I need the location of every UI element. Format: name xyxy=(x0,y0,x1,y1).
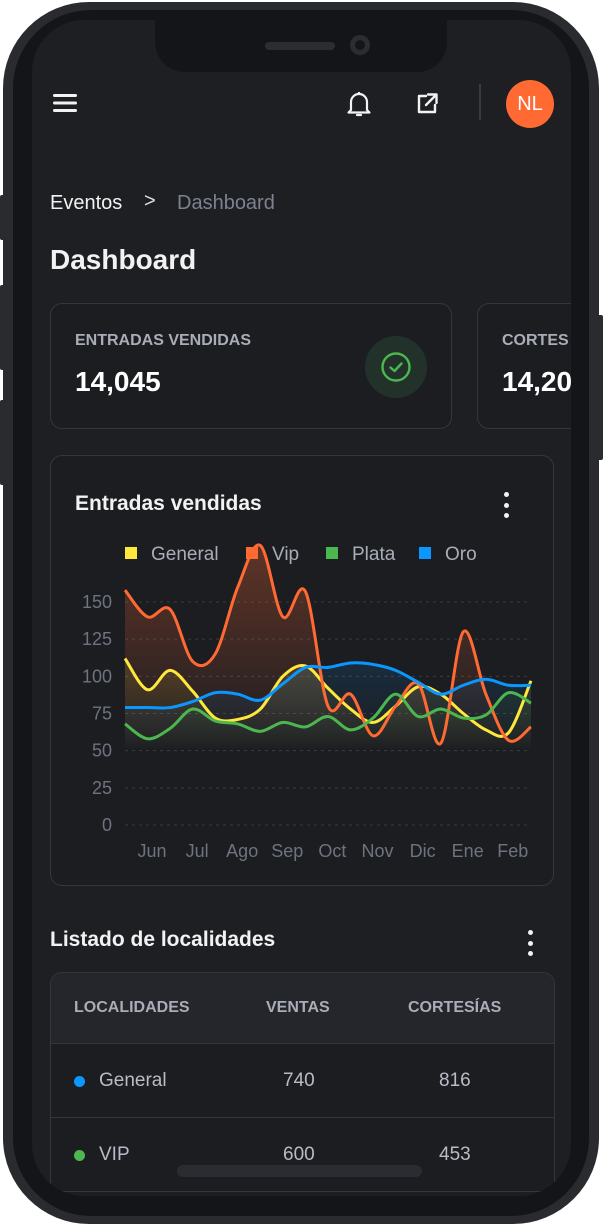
ventas-value: 740 xyxy=(283,1070,315,1091)
status-dot xyxy=(74,1150,85,1161)
page-title: Dashboard xyxy=(50,244,197,275)
home-indicator[interactable] xyxy=(177,1165,422,1177)
column-header-cortesias[interactable]: CORTESÍAS xyxy=(408,999,502,1016)
x-tick-label: Feb xyxy=(497,841,528,861)
breadcrumb-current: Dashboard xyxy=(177,192,275,214)
y-tick-label: 25 xyxy=(92,778,112,798)
series-line-vip[interactable] xyxy=(123,543,532,746)
legend-swatch xyxy=(125,547,137,559)
ventas-value: 600 xyxy=(283,1144,315,1165)
hamburger-menu-icon[interactable] xyxy=(50,88,80,118)
column-header-ventas[interactable]: VENTAS xyxy=(266,999,330,1016)
bell-icon[interactable] xyxy=(343,88,375,120)
y-tick-label: 50 xyxy=(92,741,112,761)
x-tick-label: Oct xyxy=(318,841,346,861)
locations-title: Listado de localidades xyxy=(50,928,276,951)
table-row[interactable]: General 740 816 xyxy=(51,1044,554,1118)
legend-label-plata[interactable]: Plata xyxy=(352,544,396,565)
y-tick-label: 125 xyxy=(82,629,112,649)
mute-switch xyxy=(0,195,6,240)
location-name: General xyxy=(99,1070,167,1091)
status-dot xyxy=(74,1076,85,1087)
series-line-oro[interactable] xyxy=(125,661,532,710)
cortesias-value: 453 xyxy=(439,1144,471,1165)
x-tick-label: Sep xyxy=(271,841,303,861)
legend-swatch xyxy=(246,547,258,559)
app-screen: NL Eventos > Dashboard Dashboard ENTRADA… xyxy=(32,20,571,1196)
breadcrumb-eventos[interactable]: Eventos xyxy=(50,192,123,214)
legend-label-oro[interactable]: Oro xyxy=(445,544,477,565)
stat-card-entradas: ENTRADAS VENDIDAS 14,045 xyxy=(50,303,452,429)
speaker xyxy=(265,42,335,50)
header-divider xyxy=(479,84,481,120)
cortesias-value: 816 xyxy=(439,1070,471,1091)
series-line-plata[interactable] xyxy=(124,690,532,741)
camera xyxy=(350,35,370,55)
chart-card: Entradas vendidas General Vip Plata Oro 0 25… xyxy=(50,455,554,886)
series-line-general[interactable] xyxy=(123,657,533,738)
external-link-icon[interactable] xyxy=(411,88,443,120)
y-tick-label: 0 xyxy=(102,815,112,835)
stat-label: CORTES xyxy=(502,332,569,349)
legend-label-vip[interactable]: Vip xyxy=(272,544,299,565)
stat-card-cortesias: CORTES 14,20 xyxy=(477,303,571,429)
kebab-menu-icon[interactable] xyxy=(496,492,516,518)
notch xyxy=(155,20,447,72)
x-tick-label: Nov xyxy=(361,841,393,861)
volume-up-button xyxy=(0,285,6,370)
volume-down-button xyxy=(0,400,6,485)
legend-swatch xyxy=(326,547,338,559)
kebab-menu-icon[interactable] xyxy=(520,930,540,956)
power-button xyxy=(597,315,603,460)
y-tick-label: 100 xyxy=(82,666,112,686)
avatar[interactable]: NL xyxy=(506,80,554,128)
chevron-right-icon: > xyxy=(144,190,156,212)
legend-swatch xyxy=(419,547,431,559)
stat-value: 14,045 xyxy=(75,366,161,397)
table-header: LOCALIDADES VENTAS CORTESÍAS xyxy=(51,973,554,1044)
y-tick-label: 150 xyxy=(82,592,112,612)
locations-table: LOCALIDADES VENTAS CORTESÍAS General 740… xyxy=(50,972,555,1196)
location-name: VIP xyxy=(99,1144,130,1165)
chart-title: Entradas vendidas xyxy=(75,492,262,515)
x-tick-label: Jun xyxy=(137,841,166,861)
stat-value: 14,20 xyxy=(502,366,571,397)
column-header-localidades[interactable]: LOCALIDADES xyxy=(74,999,190,1016)
x-tick-label: Ene xyxy=(452,841,484,861)
y-tick-label: 75 xyxy=(92,704,112,724)
check-circle-icon xyxy=(365,336,427,398)
stat-label: ENTRADAS VENDIDAS xyxy=(75,332,252,349)
x-tick-label: Jul xyxy=(186,841,209,861)
table-row[interactable]: VIP 600 453 xyxy=(51,1118,554,1192)
legend-label-general[interactable]: General xyxy=(151,544,219,565)
x-tick-label: Ago xyxy=(226,841,258,861)
x-tick-label: Dic xyxy=(410,841,436,861)
chart-svg: General Vip Plata Oro 0 25 50 75 100 125 150 Jun J… xyxy=(82,543,533,861)
